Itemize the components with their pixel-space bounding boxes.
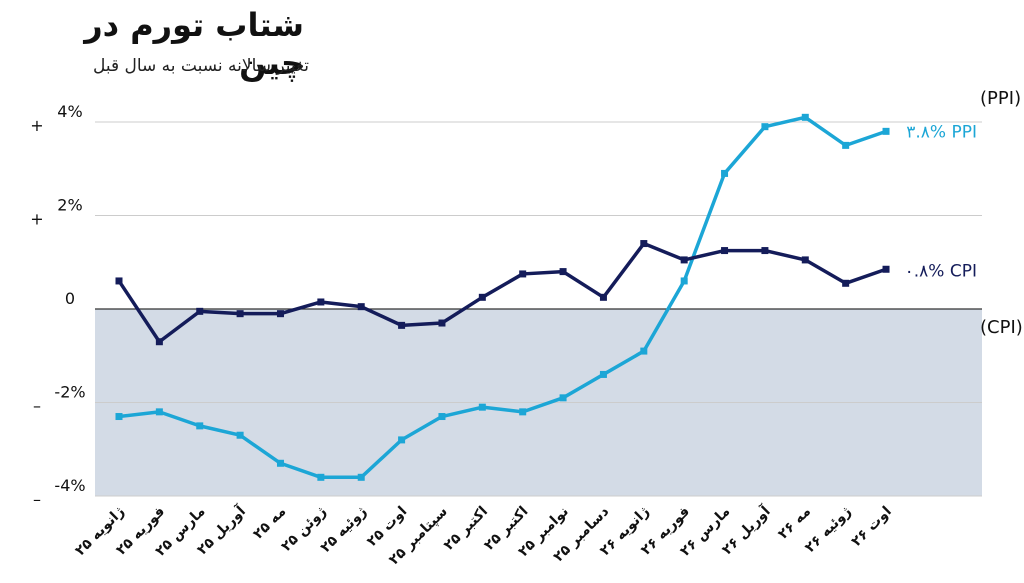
- y-tick-sign: +: [30, 116, 43, 135]
- data-point: [640, 347, 648, 355]
- chart-title: شتاب تورم در چین: [84, 6, 304, 82]
- data-point: [357, 473, 365, 481]
- series-line-1: [117, 241, 888, 344]
- data-point: [801, 256, 809, 264]
- data-point: [640, 240, 648, 248]
- data-point: [519, 270, 527, 278]
- data-point: [155, 408, 163, 416]
- x-tick-label: اکتبر ۲۵: [441, 504, 491, 554]
- data-point: [559, 268, 567, 276]
- data-point: [276, 310, 284, 318]
- x-tick-label: اوت ۲۶: [849, 504, 895, 550]
- y-tick-sign: –: [33, 397, 41, 416]
- data-point: [842, 279, 850, 287]
- data-point: [357, 303, 365, 311]
- y-tick-label: 0: [65, 289, 75, 308]
- data-point: [559, 394, 567, 402]
- ppi-series-name: شاخص قیمت تولیدکننده (PPI): [980, 88, 1024, 109]
- y-tick-label: 4%: [57, 102, 82, 121]
- data-point: [478, 403, 486, 411]
- data-point: [236, 431, 244, 439]
- y-tick-label: 2%: [57, 196, 82, 215]
- data-point: [842, 141, 850, 149]
- ppi-end-label: ۳.۸% PPI: [906, 122, 977, 142]
- data-point: [115, 413, 123, 421]
- data-point: [115, 277, 123, 285]
- data-point: [761, 247, 769, 255]
- y-tick-label: -2%: [54, 383, 85, 402]
- data-point: [882, 265, 890, 273]
- data-point: [155, 338, 163, 346]
- data-point: [317, 473, 325, 481]
- x-tick-label: مه ۲۵: [250, 504, 289, 543]
- data-point: [680, 277, 688, 285]
- data-point: [801, 113, 809, 121]
- data-point: [317, 298, 325, 306]
- data-point: [398, 321, 406, 329]
- series-line-0: [117, 115, 888, 480]
- data-point: [519, 408, 527, 416]
- cpi-series-name: شاخص قیمت مصرف‌کننده (CPI): [980, 317, 1024, 338]
- data-point: [398, 436, 406, 444]
- data-point: [478, 293, 486, 301]
- data-point: [721, 247, 729, 255]
- data-point: [276, 459, 284, 467]
- data-point: [599, 293, 607, 301]
- data-point: [761, 123, 769, 131]
- data-point: [680, 256, 688, 264]
- x-tick-label: مه ۲۶: [775, 504, 814, 543]
- data-point: [438, 319, 446, 327]
- chart-subtitle: تغییر سالانه نسبت به سال قبل: [92, 56, 309, 76]
- y-tick-label: -4%: [54, 476, 85, 495]
- cpi-end-label: ۰.۸% CPI: [905, 261, 977, 281]
- data-point: [236, 310, 244, 318]
- data-point: [882, 127, 890, 135]
- data-point: [599, 370, 607, 378]
- data-point: [438, 413, 446, 421]
- data-point: [721, 169, 729, 177]
- y-tick-sign: –: [33, 490, 41, 509]
- y-tick-sign: +: [30, 210, 43, 229]
- data-point: [196, 307, 204, 315]
- data-point: [196, 422, 204, 430]
